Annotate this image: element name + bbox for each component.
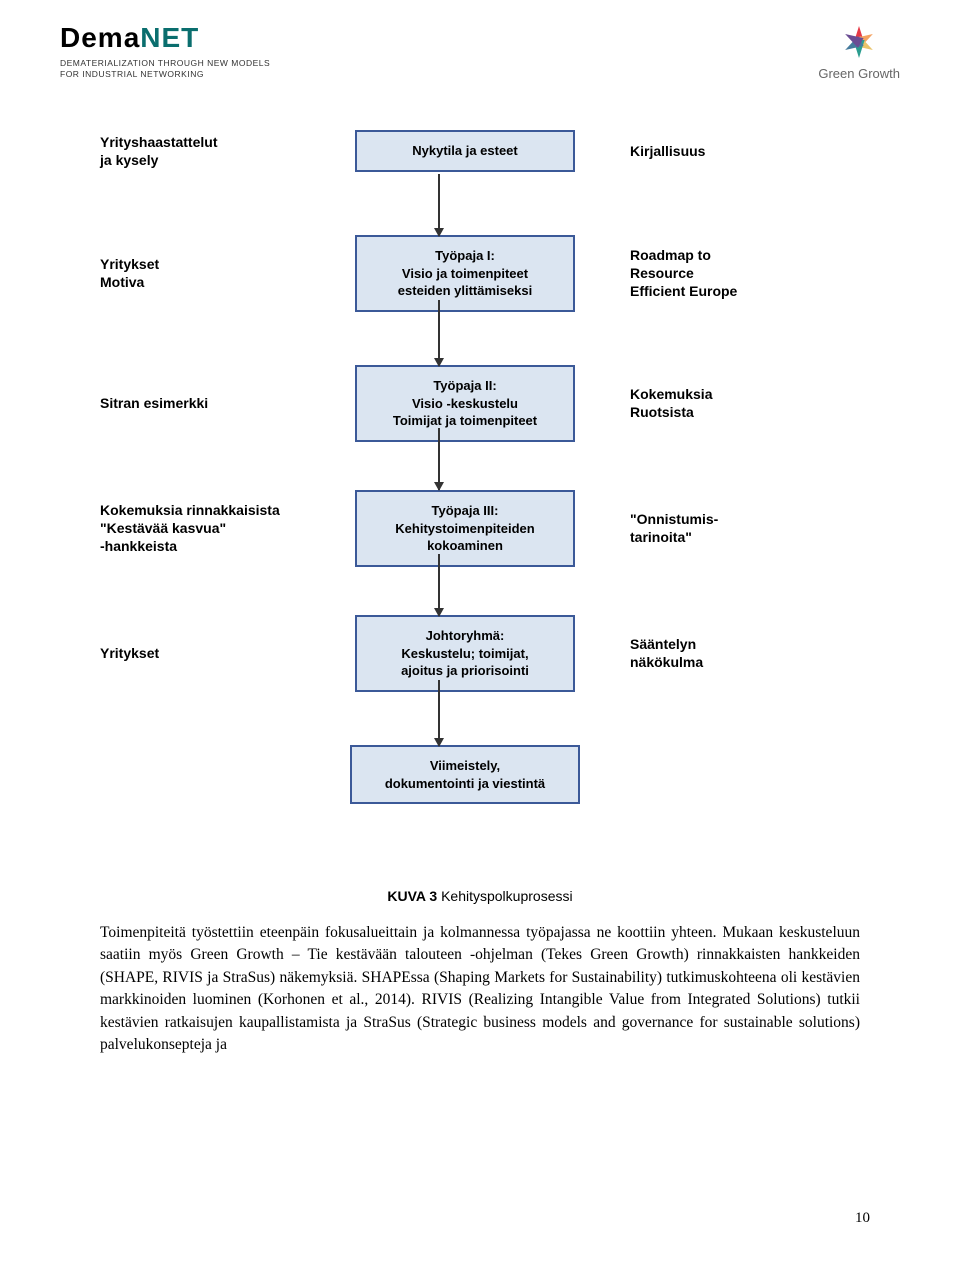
- tagline-line1: DEMATERIALIZATION THROUGH NEW MODELS: [60, 58, 270, 68]
- page-header: DemaNET DEMATERIALIZATION THROUGH NEW MO…: [60, 22, 900, 81]
- down-arrow: [438, 428, 440, 490]
- row-right-label: Sääntelynnäkökulma: [600, 635, 860, 671]
- row-left-label: Yritykset: [100, 644, 330, 662]
- process-diagram: Yrityshaastattelutja kysely Nykytila ja e…: [100, 130, 860, 870]
- row-mid-wrap: Nykytila ja esteet: [330, 130, 600, 172]
- down-arrow: [438, 174, 440, 236]
- caption-rest: Kehityspolkuprosessi: [437, 888, 572, 904]
- star-svg: [839, 22, 879, 62]
- brand-tagline: DEMATERIALIZATION THROUGH NEW MODELS FOR…: [60, 58, 270, 80]
- green-growth-icon: [839, 22, 879, 62]
- diagram-row: Kokemuksia rinnakkaisista"Kestävää kasvu…: [100, 490, 860, 567]
- diagram-row: YrityksetMotiva Työpaja I:Visio ja toimen…: [100, 235, 860, 312]
- diagram-row: Yritykset Johtoryhmä:Keskustelu; toimijat…: [100, 615, 860, 692]
- row-right-label: Kirjallisuus: [600, 142, 860, 160]
- row-right-label: Roadmap toResourceEfficient Europe: [600, 246, 860, 301]
- brand-wordmark: DemaNET: [60, 22, 270, 54]
- brand-dark: Dema: [60, 22, 140, 53]
- green-growth-label: Green Growth: [818, 66, 900, 81]
- diagram-row: Viimeistely,dokumentointi ja viestintä: [100, 745, 860, 804]
- down-arrow: [438, 680, 440, 746]
- body-paragraph: Toimenpiteitä työstettiin eteenpäin foku…: [100, 922, 860, 1057]
- row-mid-wrap: Työpaja III:Kehitystoimenpiteidenkokoami…: [330, 490, 600, 567]
- process-box: Työpaja I:Visio ja toimenpiteetesteiden …: [355, 235, 575, 312]
- row-mid-wrap: Viimeistely,dokumentointi ja viestintä: [330, 745, 600, 804]
- logo-left: DemaNET DEMATERIALIZATION THROUGH NEW MO…: [60, 22, 270, 80]
- row-left-label: YrityksetMotiva: [100, 255, 330, 291]
- row-left-label: Sitran esimerkki: [100, 394, 330, 412]
- process-box: Viimeistely,dokumentointi ja viestintä: [350, 745, 580, 804]
- page-number: 10: [855, 1210, 870, 1227]
- diagram-row: Sitran esimerkki Työpaja II:Visio -keskus…: [100, 365, 860, 442]
- row-mid-wrap: Työpaja I:Visio ja toimenpiteetesteiden …: [330, 235, 600, 312]
- process-box: Johtoryhmä:Keskustelu; toimijat,ajoitus …: [355, 615, 575, 692]
- caption-bold: KUVA 3: [387, 888, 437, 904]
- process-box: Työpaja III:Kehitystoimenpiteidenkokoami…: [355, 490, 575, 567]
- figure-caption: KUVA 3 Kehityspolkuprosessi: [100, 888, 860, 904]
- row-mid-wrap: Työpaja II:Visio -keskusteluToimijat ja …: [330, 365, 600, 442]
- row-right-label: "Onnistumis-tarinoita": [600, 510, 860, 546]
- tagline-line2: FOR INDUSTRIAL NETWORKING: [60, 69, 204, 79]
- down-arrow: [438, 300, 440, 366]
- brand-teal: NET: [140, 22, 199, 53]
- process-box: Nykytila ja esteet: [355, 130, 575, 172]
- row-mid-wrap: Johtoryhmä:Keskustelu; toimijat,ajoitus …: [330, 615, 600, 692]
- down-arrow: [438, 554, 440, 616]
- row-left-label: Yrityshaastattelutja kysely: [100, 133, 330, 169]
- content-area: Yrityshaastattelutja kysely Nykytila ja e…: [100, 130, 860, 1057]
- diagram-row: Yrityshaastattelutja kysely Nykytila ja e…: [100, 130, 860, 172]
- row-left-label: Kokemuksia rinnakkaisista"Kestävää kasvu…: [100, 501, 330, 556]
- process-box: Työpaja II:Visio -keskusteluToimijat ja …: [355, 365, 575, 442]
- row-right-label: KokemuksiaRuotsista: [600, 385, 860, 421]
- logo-right: Green Growth: [818, 22, 900, 81]
